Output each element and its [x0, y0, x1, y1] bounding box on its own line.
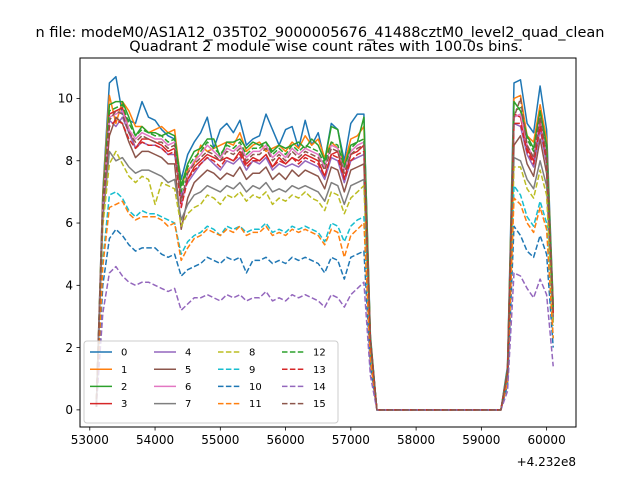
- legend-label-15: 15: [313, 399, 326, 410]
- legend-box: [83, 340, 339, 424]
- x-tick-label: 59000: [462, 433, 500, 447]
- series-line-14: [95, 265, 554, 411]
- legend-label-11: 11: [249, 399, 262, 410]
- x-tick-label: 58000: [397, 433, 435, 447]
- legend-label-3: 3: [121, 399, 127, 410]
- legend-label-8: 8: [249, 348, 255, 359]
- legend-label-10: 10: [249, 382, 262, 393]
- plot-frame: [79, 57, 577, 428]
- legend-label-0: 0: [121, 348, 127, 359]
- y-tick-label: 10: [58, 92, 73, 106]
- legend-label-2: 2: [121, 382, 127, 393]
- legend-label-5: 5: [185, 365, 191, 376]
- x-tick-label: 60000: [528, 433, 566, 447]
- chart-title: Quadrant 2 module wise count rates with …: [129, 39, 523, 55]
- legend-label-6: 6: [185, 382, 191, 393]
- legend-label-13: 13: [313, 365, 326, 376]
- legend-label-12: 12: [313, 348, 326, 359]
- y-axis: 0 2 4 6 8 10: [58, 92, 80, 417]
- x-offset-label: +4.232e8: [517, 455, 576, 469]
- y-tick-label: 0: [65, 403, 73, 417]
- legend-label-7: 7: [185, 399, 191, 410]
- legend-label-1: 1: [121, 365, 127, 376]
- legend-label-9: 9: [249, 365, 255, 376]
- y-tick-label: 8: [65, 154, 73, 168]
- y-tick-label: 2: [65, 341, 73, 355]
- x-tick-label: 56000: [266, 433, 304, 447]
- x-tick-label: 57000: [332, 433, 370, 447]
- series-line-15: [95, 97, 554, 411]
- legend-label-4: 4: [185, 348, 191, 359]
- x-axis: 53000 54000 55000 56000 57000 58000 59000 60000: [71, 427, 566, 447]
- legend-label-14: 14: [313, 382, 326, 393]
- x-tick-label: 55000: [201, 433, 239, 447]
- y-tick-label: 6: [65, 216, 73, 230]
- figure-suptitle: n file: modeM0/AS1A12_035T02_9000005676_…: [36, 25, 605, 41]
- x-tick-label: 54000: [136, 433, 174, 447]
- series-lines: [95, 75, 554, 411]
- series-line-9: [95, 184, 554, 411]
- series-line-13: [95, 119, 554, 411]
- y-tick-label: 4: [65, 279, 73, 293]
- x-tick-label: 53000: [71, 433, 109, 447]
